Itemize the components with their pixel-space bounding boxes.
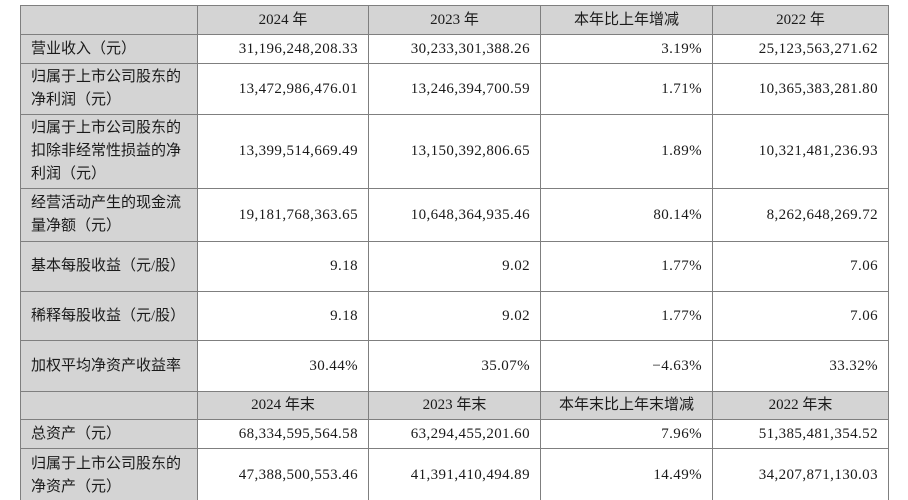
row-label: 稀释每股收益（元/股） [20,291,198,341]
col-header-2022-end: 2022 年末 [712,391,889,420]
col-header-2022: 2022 年 [712,5,889,35]
cell-value-2023: 35.07% [368,340,541,392]
col-header-2024: 2024 年 [197,5,369,35]
cell-value-change: 1.77% [540,241,713,292]
cell-value-change: 1.89% [540,114,713,189]
col-header-period-end-change: 本年末比上年末增减 [540,391,713,420]
row-label: 归属于上市公司股东的净利润（元） [20,63,198,115]
cell-value-change: 3.19% [540,34,713,64]
table-row-net-assets: 归属于上市公司股东的净资产（元） 47,388,500,553.46 41,39… [20,448,889,500]
cell-value-2022: 25,123,563,271.62 [712,34,889,64]
table-row-weighted-avg-roe: 加权平均净资产收益率 30.44% 35.07% −4.63% 33.32% [20,340,889,392]
row-label: 基本每股收益（元/股） [20,241,198,292]
cell-value-2023: 13,246,394,700.59 [368,63,541,115]
table-row-operating-cash-flow: 经营活动产生的现金流量净额（元） 19,181,768,363.65 10,64… [20,188,889,242]
cell-value-2024: 9.18 [197,291,369,341]
cell-value-change: 1.77% [540,291,713,341]
row-label: 经营活动产生的现金流量净额（元） [20,188,198,242]
cell-value-change: 1.71% [540,63,713,115]
cell-value-2023-end: 41,391,410,494.89 [368,448,541,500]
table-row-total-assets: 总资产（元） 68,334,595,564.58 63,294,455,201.… [20,419,889,449]
table-row-diluted-eps: 稀释每股收益（元/股） 9.18 9.02 1.77% 7.06 [20,291,889,341]
cell-value-2024: 13,472,986,476.01 [197,63,369,115]
cell-value-2022-end: 51,385,481,354.52 [712,419,889,449]
header-row-annual: 2024 年 2023 年 本年比上年增减 2022 年 [20,5,889,35]
table-row-net-profit-excl-nonrecurring: 归属于上市公司股东的扣除非经常性损益的净利润（元） 13,399,514,669… [20,114,889,189]
cell-value-2022-end: 34,207,871,130.03 [712,448,889,500]
header-spacer [20,391,198,420]
col-header-yoy-change: 本年比上年增减 [540,5,713,35]
cell-value-2023: 9.02 [368,241,541,292]
cell-value-2023: 9.02 [368,291,541,341]
financial-summary-table: 2024 年 2023 年 本年比上年增减 2022 年 营业收入（元） 31,… [20,5,889,500]
cell-value-2024-end: 47,388,500,553.46 [197,448,369,500]
row-label: 归属于上市公司股东的扣除非经常性损益的净利润（元） [20,114,198,189]
cell-value-2023-end: 63,294,455,201.60 [368,419,541,449]
cell-value-2023: 30,233,301,388.26 [368,34,541,64]
cell-value-2022: 10,365,383,281.80 [712,63,889,115]
col-header-2024-end: 2024 年末 [197,391,369,420]
cell-value-2024-end: 68,334,595,564.58 [197,419,369,449]
cell-value-2022: 33.32% [712,340,889,392]
row-label: 加权平均净资产收益率 [20,340,198,392]
col-header-2023-end: 2023 年末 [368,391,541,420]
header-spacer [20,5,198,35]
header-row-period-end: 2024 年末 2023 年末 本年末比上年末增减 2022 年末 [20,391,889,420]
cell-value-change: 80.14% [540,188,713,242]
row-label: 总资产（元） [20,419,198,449]
cell-value-2023: 10,648,364,935.46 [368,188,541,242]
cell-value-2024: 30.44% [197,340,369,392]
cell-value-2023: 13,150,392,806.65 [368,114,541,189]
cell-value-2024: 9.18 [197,241,369,292]
row-label: 归属于上市公司股东的净资产（元） [20,448,198,500]
cell-value-2022: 7.06 [712,241,889,292]
cell-value-2022: 10,321,481,236.93 [712,114,889,189]
cell-value-change: 7.96% [540,419,713,449]
cell-value-change: 14.49% [540,448,713,500]
cell-value-2022: 7.06 [712,291,889,341]
cell-value-2024: 13,399,514,669.49 [197,114,369,189]
table-row-net-profit: 归属于上市公司股东的净利润（元） 13,472,986,476.01 13,24… [20,63,889,115]
col-header-2023: 2023 年 [368,5,541,35]
table-row-revenue: 营业收入（元） 31,196,248,208.33 30,233,301,388… [20,34,889,64]
row-label: 营业收入（元） [20,34,198,64]
cell-value-change: −4.63% [540,340,713,392]
cell-value-2024: 19,181,768,363.65 [197,188,369,242]
cell-value-2024: 31,196,248,208.33 [197,34,369,64]
cell-value-2022: 8,262,648,269.72 [712,188,889,242]
table-row-basic-eps: 基本每股收益（元/股） 9.18 9.02 1.77% 7.06 [20,241,889,292]
